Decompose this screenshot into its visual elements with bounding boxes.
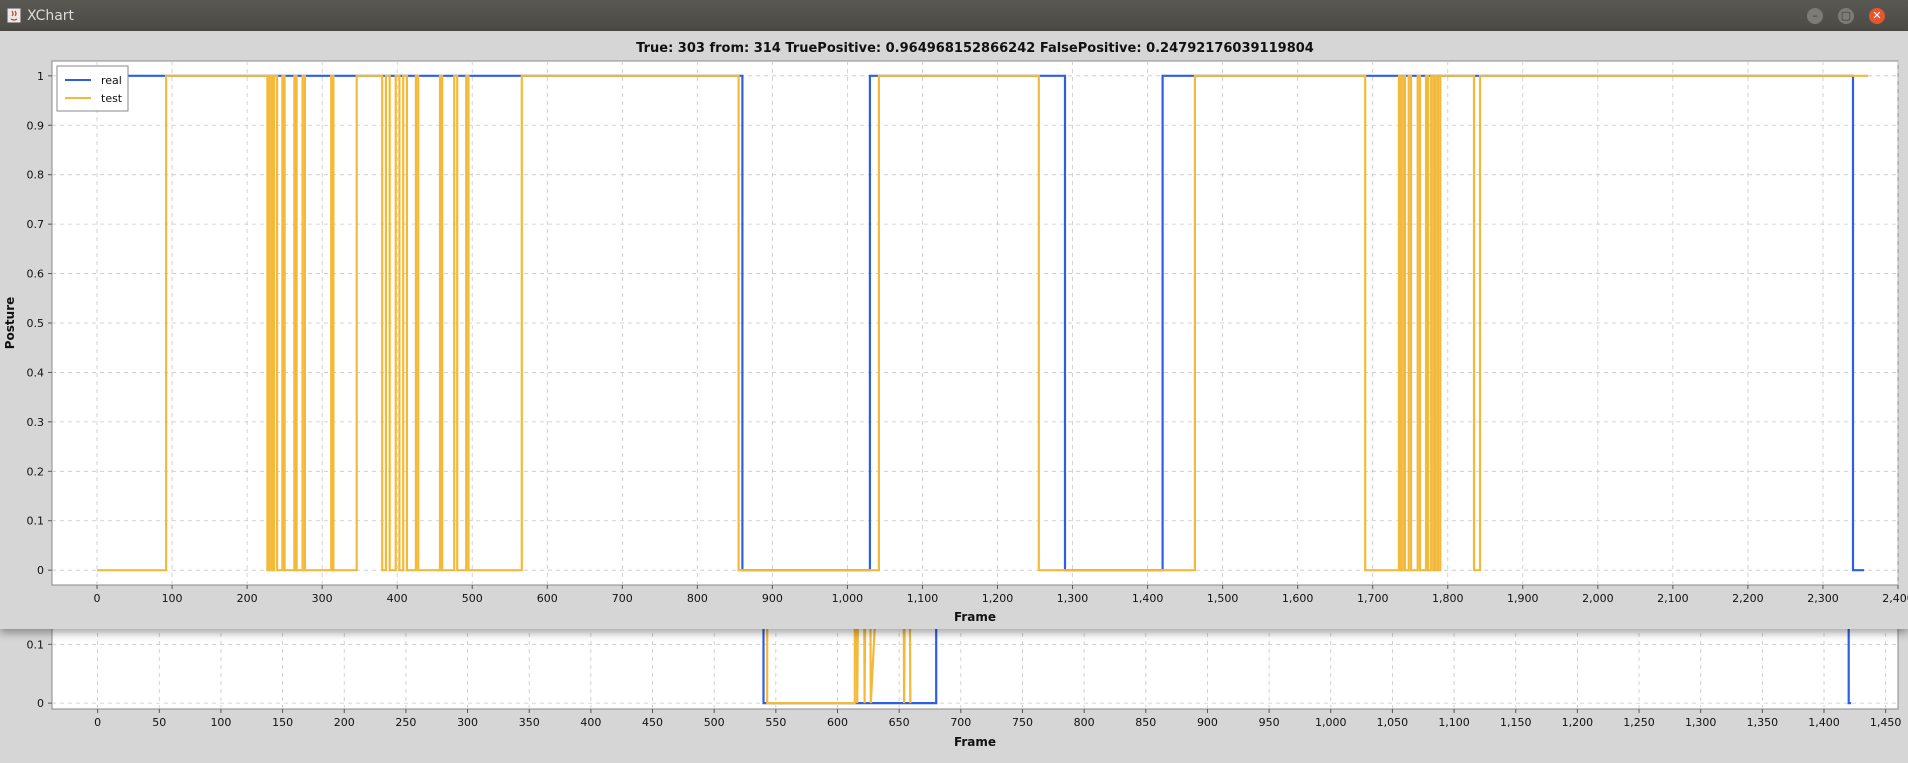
main-x-tick-label: 1,600	[1282, 592, 1314, 605]
main-x-tick-label: 1,000	[832, 592, 864, 605]
back-x-tick-label: 100	[210, 716, 231, 729]
main-x-tick-label: 0	[94, 592, 101, 605]
main-x-axis-label: Frame	[954, 610, 996, 624]
back-x-tick-label: 1,300	[1685, 716, 1717, 729]
main-x-tick-label: 200	[237, 592, 258, 605]
back-y-tick-label: 0	[37, 697, 44, 710]
back-x-tick-label: 350	[519, 716, 540, 729]
back-x-tick-label: 950	[1259, 716, 1280, 729]
main-x-tick-label: 800	[687, 592, 708, 605]
main-x-tick-label: 2,200	[1732, 592, 1764, 605]
background-chart: 0 50 100 150 200 250 300 350 400 450 500 550 600 650 7…	[27, 608, 1902, 749]
minimize-icon[interactable]: –	[1807, 8, 1823, 24]
main-x-tick-label: 100	[162, 592, 183, 605]
maximize-icon[interactable]: ▢	[1838, 8, 1854, 24]
back-gridlines	[52, 609, 1898, 709]
back-x-tick-label: 1,350	[1747, 716, 1779, 729]
main-y-tick-label: 0.6	[27, 268, 45, 281]
back-x-tick-label: 850	[1135, 716, 1156, 729]
back-x-tick-label: 1,050	[1377, 716, 1409, 729]
back-x-tick-label: 1,400	[1808, 716, 1840, 729]
main-x-tick-label: 2,100	[1657, 592, 1689, 605]
back-x-tick-label: 1,000	[1315, 716, 1347, 729]
main-x-tick-label: 2,300	[1807, 592, 1839, 605]
main-legend-label-real: real	[101, 74, 122, 87]
back-x-tick-label: 1,450	[1870, 716, 1902, 729]
main-y-axis-label: Posture	[3, 297, 17, 350]
back-x-tick-label: 1,200	[1562, 716, 1594, 729]
main-x-tick-label: 900	[762, 592, 783, 605]
main-x-tick-label: 1,100	[907, 592, 939, 605]
main-legend: real test	[56, 65, 129, 112]
main-x-tick-label: 1,300	[1057, 592, 1089, 605]
back-x-tick-label: 600	[827, 716, 848, 729]
back-series-real	[762, 609, 1852, 705]
back-x-tick-label: 50	[152, 716, 166, 729]
back-y-tick-label: 0.1	[27, 638, 45, 651]
back-x-tick-label: 1,250	[1623, 716, 1655, 729]
main-y-tick-label: 0.8	[27, 169, 45, 182]
back-x-tick-label: 550	[765, 716, 786, 729]
main-y-tick-label: 1	[37, 70, 44, 83]
back-x-tick-label: 250	[395, 716, 416, 729]
back-x-tick-label: 700	[950, 716, 971, 729]
main-y-tick-label: 0.9	[27, 119, 45, 132]
main-y-tick-label: 0	[37, 564, 44, 577]
main-chart-window: True: 303 from: 314 TruePositive: 0.9649…	[0, 31, 1908, 629]
back-x-axis-label: Frame	[954, 735, 996, 749]
back-x-tick-label: 900	[1197, 716, 1218, 729]
main-series-test	[97, 74, 1868, 572]
main-x-tick-label: 1,400	[1132, 592, 1164, 605]
close-icon[interactable]: ✕	[1869, 8, 1885, 24]
main-x-tick-label: 700	[612, 592, 633, 605]
back-x-tick-label: 1,100	[1438, 716, 1470, 729]
back-x-tick-label: 750	[1012, 716, 1033, 729]
main-chart: True: 303 from: 314 TruePositive: 0.9649…	[3, 41, 1908, 624]
main-legend-box	[56, 65, 129, 112]
main-x-tick-label: 1,900	[1507, 592, 1539, 605]
main-x-tick-label: 2,400	[1882, 592, 1908, 605]
back-series-test	[766, 609, 912, 705]
main-chart-title: True: 303 from: 314 TruePositive: 0.9649…	[636, 41, 1314, 56]
java-icon	[7, 8, 21, 23]
main-y-tick-label: 0.3	[27, 416, 45, 429]
window-title: XChart	[27, 8, 75, 24]
back-x-tick-label: 400	[580, 716, 601, 729]
back-x-tick-label: 1,150	[1500, 716, 1532, 729]
main-y-tick-label: 0.4	[27, 366, 45, 379]
background-chart-window: 0 50 100 150 200 250 300 350 400 450 500 550 600 650 7…	[0, 608, 1908, 759]
main-series-real	[97, 74, 1865, 572]
back-x-tick-label: 650	[889, 716, 910, 729]
main-x-tick-label: 500	[462, 592, 483, 605]
back-x-tick-label: 200	[334, 716, 355, 729]
back-x-tick-label: 150	[272, 716, 293, 729]
main-y-tick-label: 0.2	[27, 465, 45, 478]
main-x-tick-label: 1,500	[1207, 592, 1239, 605]
main-x-tick-label: 1,200	[982, 592, 1014, 605]
main-x-tick-label: 1,700	[1357, 592, 1389, 605]
main-legend-label-test: test	[101, 92, 123, 105]
back-x-tick-label: 500	[704, 716, 725, 729]
main-x-tick-label: 400	[387, 592, 408, 605]
back-x-tick-label: 800	[1074, 716, 1095, 729]
main-y-tick-label: 0.7	[27, 218, 45, 231]
main-x-tick-label: 300	[312, 592, 333, 605]
main-x-tick-label: 2,000	[1582, 592, 1614, 605]
back-plot-area	[51, 608, 1899, 710]
back-x-tick-label: 450	[642, 716, 663, 729]
main-y-tick-label: 0.5	[27, 317, 45, 330]
main-y-tick-label: 0.1	[27, 515, 45, 528]
main-x-tick-label: 600	[537, 592, 558, 605]
window-titlebar[interactable]: XChart – ▢ ✕	[0, 0, 1908, 31]
back-x-tick-label: 0	[94, 716, 101, 729]
main-x-tick-label: 1,800	[1432, 592, 1464, 605]
back-x-tick-label: 300	[457, 716, 478, 729]
